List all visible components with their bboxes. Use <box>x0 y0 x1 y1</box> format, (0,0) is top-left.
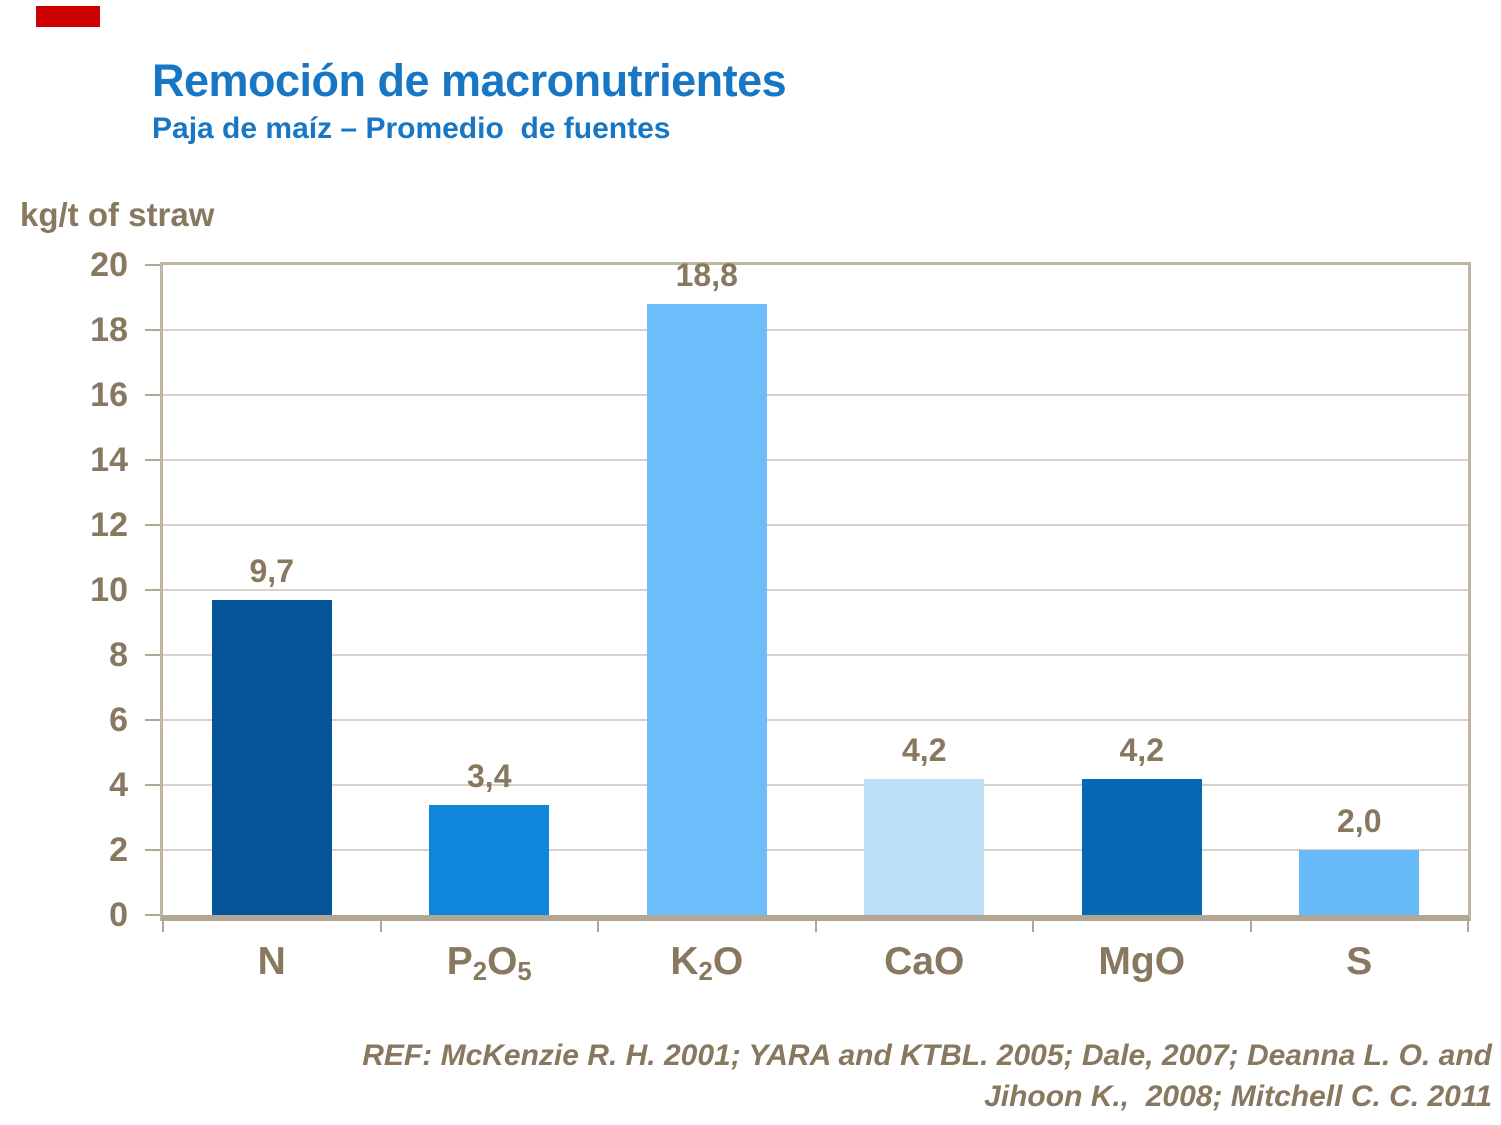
bar-s <box>1299 850 1420 915</box>
plot-area: 9,7 3,4 18,8 4,2 4,2 2,0 <box>160 257 1471 921</box>
references: REF: McKenzie R. H. 2001; YARA and KTBL.… <box>200 1035 1492 1117</box>
y-tick-label: 12 <box>90 506 128 544</box>
gridline <box>163 329 1468 331</box>
y-tick-mark <box>145 784 160 786</box>
bar-value-label: 4,2 <box>1119 731 1164 768</box>
x-tick-mark <box>1249 921 1252 932</box>
gridline <box>163 784 1468 786</box>
y-tick-mark <box>145 329 160 331</box>
x-category-label: K2O <box>670 940 744 986</box>
x-category-label: S <box>1346 940 1373 983</box>
gridline <box>163 459 1468 461</box>
y-tick-mark <box>145 654 160 656</box>
bar-value-label: 3,4 <box>467 757 512 794</box>
slide-subtitle: Paja de maíz – Promedio de fuentes <box>152 112 671 145</box>
bar-n <box>211 599 332 915</box>
x-tick-mark <box>1032 921 1034 932</box>
x-category-label: N <box>257 940 286 983</box>
bar-value-label: 4,2 <box>902 731 947 768</box>
bar-value-label: 2,0 <box>1337 803 1382 839</box>
y-tick-label: 4 <box>109 766 128 804</box>
bar-mgo <box>1081 778 1202 915</box>
x-tick-mark <box>597 921 599 932</box>
x-category-label: MgO <box>1098 940 1186 983</box>
y-tick-label: 2 <box>109 831 128 869</box>
gridline <box>163 719 1468 721</box>
references-line-2: Jihoon K., 2008; Mitchell C. C. 2011 <box>984 1080 1492 1113</box>
slide-title: Remoción de macronutrientes <box>152 55 787 106</box>
gridline <box>163 524 1468 526</box>
y-tick-mark <box>145 264 160 266</box>
x-tick-mark <box>379 921 382 932</box>
x-tick-mark <box>814 921 817 932</box>
red-accent-box <box>36 6 100 27</box>
y-axis-title: kg/t of straw <box>20 196 215 233</box>
bar-p2o5 <box>429 804 550 915</box>
y-tick-label: 20 <box>90 246 128 284</box>
y-tick-label: 0 <box>109 896 128 934</box>
bar-cao <box>864 778 985 915</box>
y-tick-mark <box>145 524 160 526</box>
gridline <box>163 394 1468 396</box>
x-category-label: CaO <box>884 940 965 983</box>
references-line-1: REF: McKenzie R. H. 2001; YARA and KTBL.… <box>362 1039 1492 1072</box>
y-tick-label: 10 <box>90 571 128 609</box>
y-tick-label: 14 <box>90 441 128 479</box>
gridline <box>163 654 1468 656</box>
y-tick-mark <box>145 914 160 916</box>
y-tick-mark <box>145 459 160 461</box>
y-tick-mark <box>145 394 160 396</box>
bar-value-label: 18,8 <box>675 257 738 293</box>
y-tick-label: 18 <box>90 311 128 349</box>
gridline <box>163 849 1468 851</box>
y-tick-mark <box>145 589 160 591</box>
y-tick-label: 8 <box>109 636 128 674</box>
x-tick-mark <box>1467 921 1469 932</box>
y-tick-mark <box>145 849 160 851</box>
y-tick-mark <box>145 719 160 721</box>
x-category-label: P2O5 <box>446 940 532 986</box>
y-tick-label: 16 <box>90 376 128 414</box>
bar-value-label: 9,7 <box>249 552 294 589</box>
gridline <box>163 589 1468 591</box>
y-tick-label: 6 <box>109 701 128 739</box>
bar-k2o <box>646 304 767 915</box>
x-tick-mark <box>162 921 164 932</box>
